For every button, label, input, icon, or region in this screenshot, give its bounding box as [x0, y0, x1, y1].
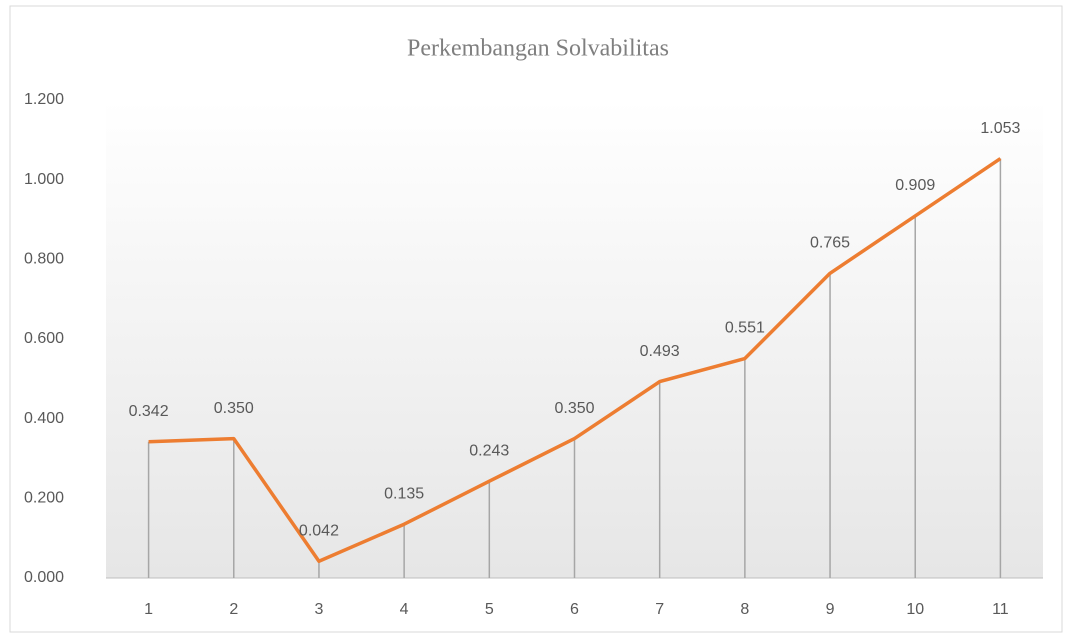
x-tick-label: 10 — [906, 601, 924, 618]
x-tick-label: 6 — [570, 601, 579, 618]
data-label: 0.135 — [384, 485, 424, 502]
y-tick-label: 0.400 — [24, 410, 64, 427]
chart-title: Perkembangan Solvabilitas — [407, 36, 669, 62]
x-tick-label: 5 — [485, 601, 494, 618]
y-tick-label: 0.600 — [24, 330, 64, 347]
x-tick-label: 8 — [740, 601, 749, 618]
y-tick-label: 1.000 — [24, 171, 64, 188]
y-tick-label: 0.000 — [24, 569, 64, 586]
data-label: 0.909 — [895, 177, 935, 194]
data-label: 1.053 — [980, 120, 1020, 137]
x-tick-label: 11 — [992, 601, 1009, 618]
data-label: 0.243 — [469, 442, 509, 459]
x-tick-label: 7 — [655, 601, 664, 618]
y-tick-label: 0.800 — [24, 251, 64, 268]
x-tick-label: 3 — [315, 601, 324, 618]
data-label: 0.350 — [554, 400, 594, 417]
data-label: 0.350 — [214, 400, 254, 417]
x-tick-label: 1 — [144, 601, 153, 618]
x-tick-label: 2 — [229, 601, 238, 618]
data-line — [148, 157, 1002, 564]
y-tick-label: 0.200 — [24, 490, 64, 507]
data-label: 0.042 — [299, 522, 339, 539]
x-tick-label: 4 — [400, 601, 409, 618]
data-label: 0.551 — [725, 320, 765, 337]
data-label: 0.765 — [810, 234, 850, 251]
data-label: 0.342 — [129, 403, 169, 420]
data-label: 0.493 — [640, 343, 680, 360]
y-tick-label: 1.200 — [24, 91, 64, 108]
x-tick-label: 9 — [826, 601, 835, 618]
